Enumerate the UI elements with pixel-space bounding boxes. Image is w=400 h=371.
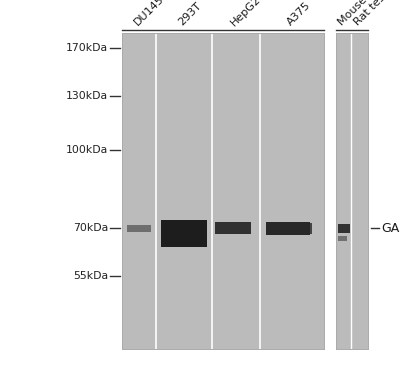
Bar: [338, 223, 350, 233]
Text: Mouse brain: Mouse brain: [336, 0, 392, 28]
Bar: [266, 222, 310, 234]
Text: DU145: DU145: [132, 0, 166, 28]
Text: HepG2: HepG2: [229, 0, 263, 28]
Bar: [122, 33, 324, 349]
Text: 70kDa: 70kDa: [73, 223, 108, 233]
Text: GALC: GALC: [381, 221, 400, 235]
Text: 293T: 293T: [177, 1, 204, 28]
Bar: [338, 236, 347, 241]
Bar: [126, 225, 151, 232]
Text: Rat testis: Rat testis: [352, 0, 397, 28]
Text: 170kDa: 170kDa: [66, 43, 108, 53]
Bar: [336, 33, 368, 349]
Text: A375: A375: [285, 0, 312, 28]
Bar: [161, 220, 207, 247]
Bar: [215, 222, 251, 234]
Text: 55kDa: 55kDa: [73, 272, 108, 281]
Bar: [296, 223, 312, 234]
Text: 130kDa: 130kDa: [66, 92, 108, 101]
Text: 100kDa: 100kDa: [66, 145, 108, 155]
